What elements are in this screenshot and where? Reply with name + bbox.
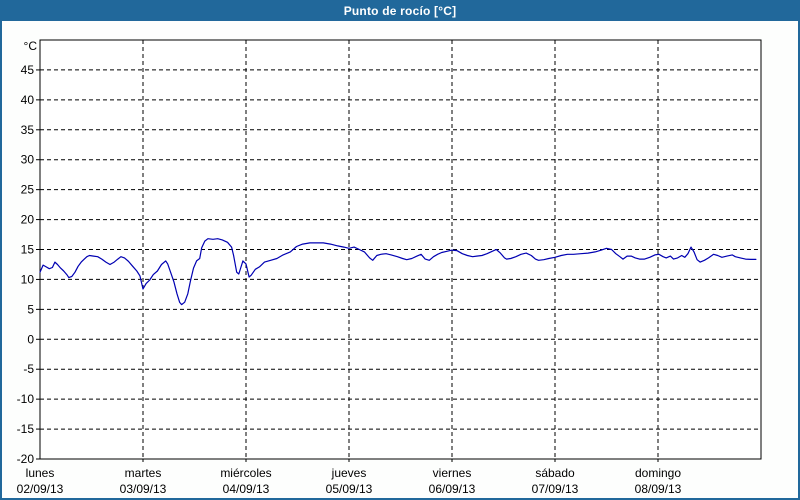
y-axis-label: 35 bbox=[21, 123, 35, 137]
chart-title: Punto de rocío [°C] bbox=[343, 3, 457, 18]
y-axis-label: 15 bbox=[21, 243, 35, 257]
x-axis-date-label: 06/09/13 bbox=[429, 482, 476, 496]
x-axis-day-label: martes bbox=[125, 466, 162, 480]
y-axis-label: -10 bbox=[17, 392, 35, 406]
x-axis-day-label: jueves bbox=[331, 466, 367, 480]
y-axis-unit-label: °C bbox=[24, 39, 38, 53]
x-axis-date-label: 04/09/13 bbox=[223, 482, 270, 496]
y-axis-label: -5 bbox=[23, 362, 34, 376]
y-axis-label: 40 bbox=[21, 93, 35, 107]
x-axis-day-label: viernes bbox=[433, 466, 472, 480]
y-axis-label: -20 bbox=[17, 452, 35, 466]
x-axis-date-label: 02/09/13 bbox=[17, 482, 64, 496]
y-axis-label: 30 bbox=[21, 153, 35, 167]
x-axis-day-label: lunes bbox=[26, 466, 55, 480]
chart-title-bar: Punto de rocío [°C] bbox=[0, 0, 800, 21]
y-axis-label: -15 bbox=[17, 422, 35, 436]
y-axis-label: 45 bbox=[21, 63, 35, 77]
x-axis-date-label: 07/09/13 bbox=[532, 482, 579, 496]
y-axis-label: 0 bbox=[27, 332, 34, 346]
y-axis-label: 20 bbox=[21, 213, 35, 227]
window-frame-left bbox=[0, 0, 2, 500]
window-frame-bottom bbox=[0, 498, 800, 500]
x-axis-day-label: miércoles bbox=[220, 466, 271, 480]
x-axis-day-label: domingo bbox=[635, 466, 681, 480]
dew-point-line bbox=[39, 238, 757, 306]
x-axis-day-label: sábado bbox=[535, 466, 575, 480]
y-axis-label: 10 bbox=[21, 272, 35, 286]
window-frame-right bbox=[798, 0, 800, 500]
x-axis-date-label: 05/09/13 bbox=[326, 482, 373, 496]
x-axis-date-label: 03/09/13 bbox=[120, 482, 167, 496]
y-axis-label: 5 bbox=[27, 302, 34, 316]
y-axis-label: 25 bbox=[21, 183, 35, 197]
x-axis-date-label: 08/09/13 bbox=[635, 482, 682, 496]
